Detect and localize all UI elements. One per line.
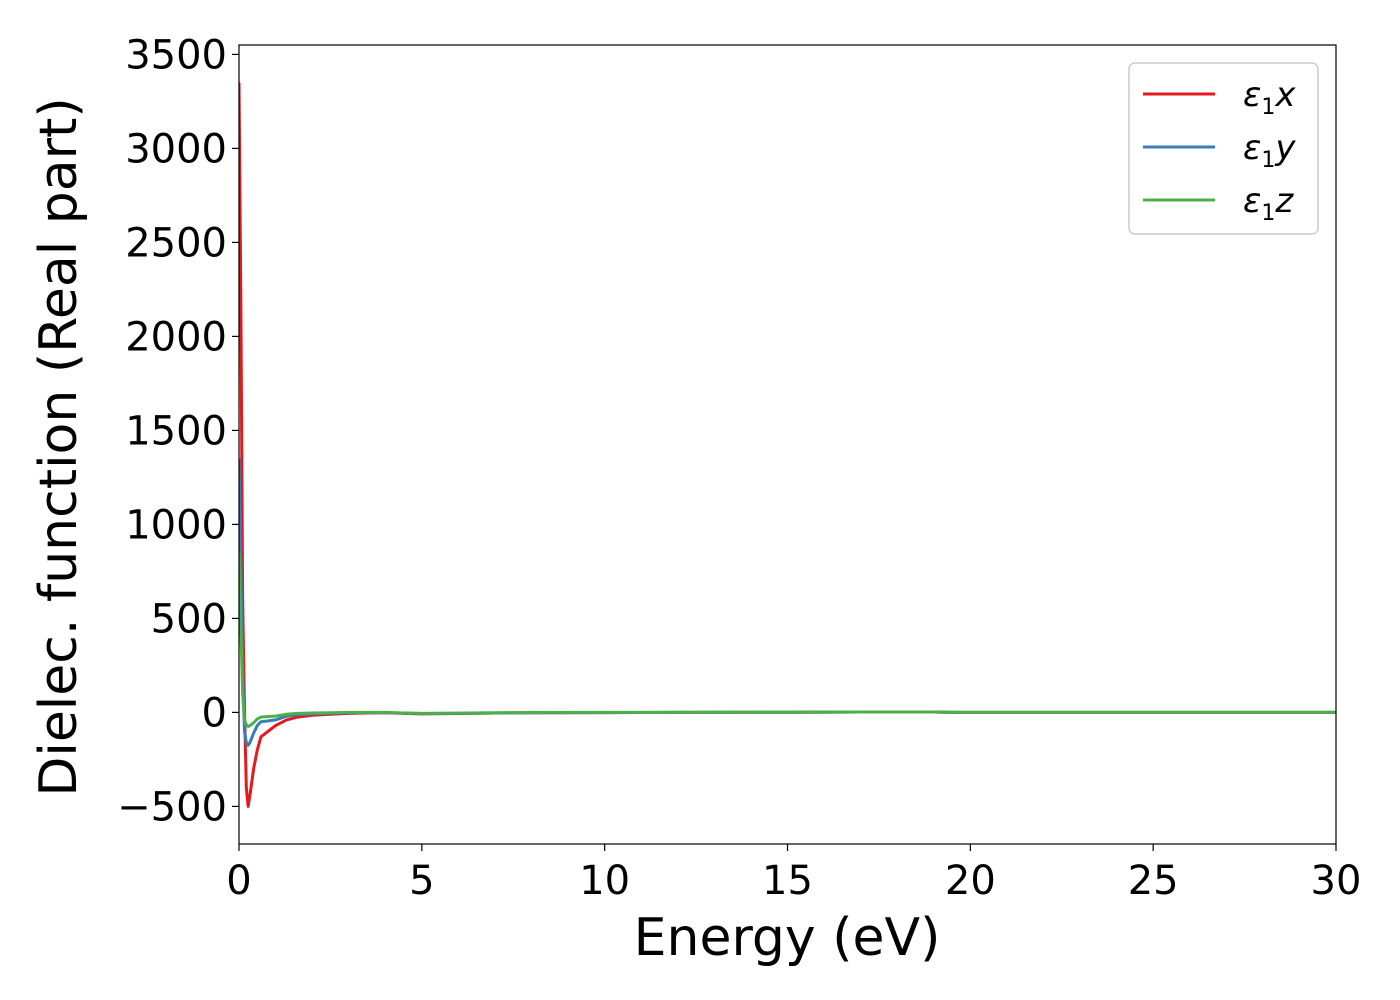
y-tick-label: 2500 [125, 220, 227, 266]
y-tick-label: 500 [151, 596, 227, 642]
y-tick-label: −500 [117, 784, 227, 830]
y-tick-label: 1500 [125, 408, 227, 454]
x-tick-label: 10 [579, 858, 630, 904]
x-tick-label: 0 [226, 858, 251, 904]
x-tick-label: 30 [1311, 858, 1362, 904]
legend-label-z: ε1z [1243, 181, 1294, 226]
x-axis: 0 5 10 15 20 25 30 [226, 844, 1361, 904]
x-axis-label: Energy (eV) [634, 908, 941, 968]
y-axis: −500 0 500 1000 1500 2000 2500 3000 3500 [117, 32, 239, 830]
y-axis-label: Dielec. function (Real part) [29, 97, 89, 796]
series-line-y [239, 458, 1336, 747]
x-tick-label: 5 [409, 858, 434, 904]
x-tick-label: 20 [945, 858, 996, 904]
y-tick-label: 2000 [125, 314, 227, 360]
legend-frame [1128, 62, 1319, 235]
legend: ε1x ε1y ε1z [1128, 62, 1319, 235]
series-layer [239, 82, 1336, 808]
y-tick-label: 3000 [125, 126, 227, 172]
legend-label-x: ε1x [1243, 75, 1296, 120]
series-line-z [239, 552, 1336, 728]
y-tick-label: 0 [202, 690, 227, 736]
y-tick-label: 3500 [125, 32, 227, 78]
x-tick-label: 15 [762, 858, 813, 904]
legend-label-y: ε1y [1243, 128, 1296, 173]
y-tick-label: 1000 [125, 502, 227, 548]
x-tick-label: 25 [1128, 858, 1179, 904]
